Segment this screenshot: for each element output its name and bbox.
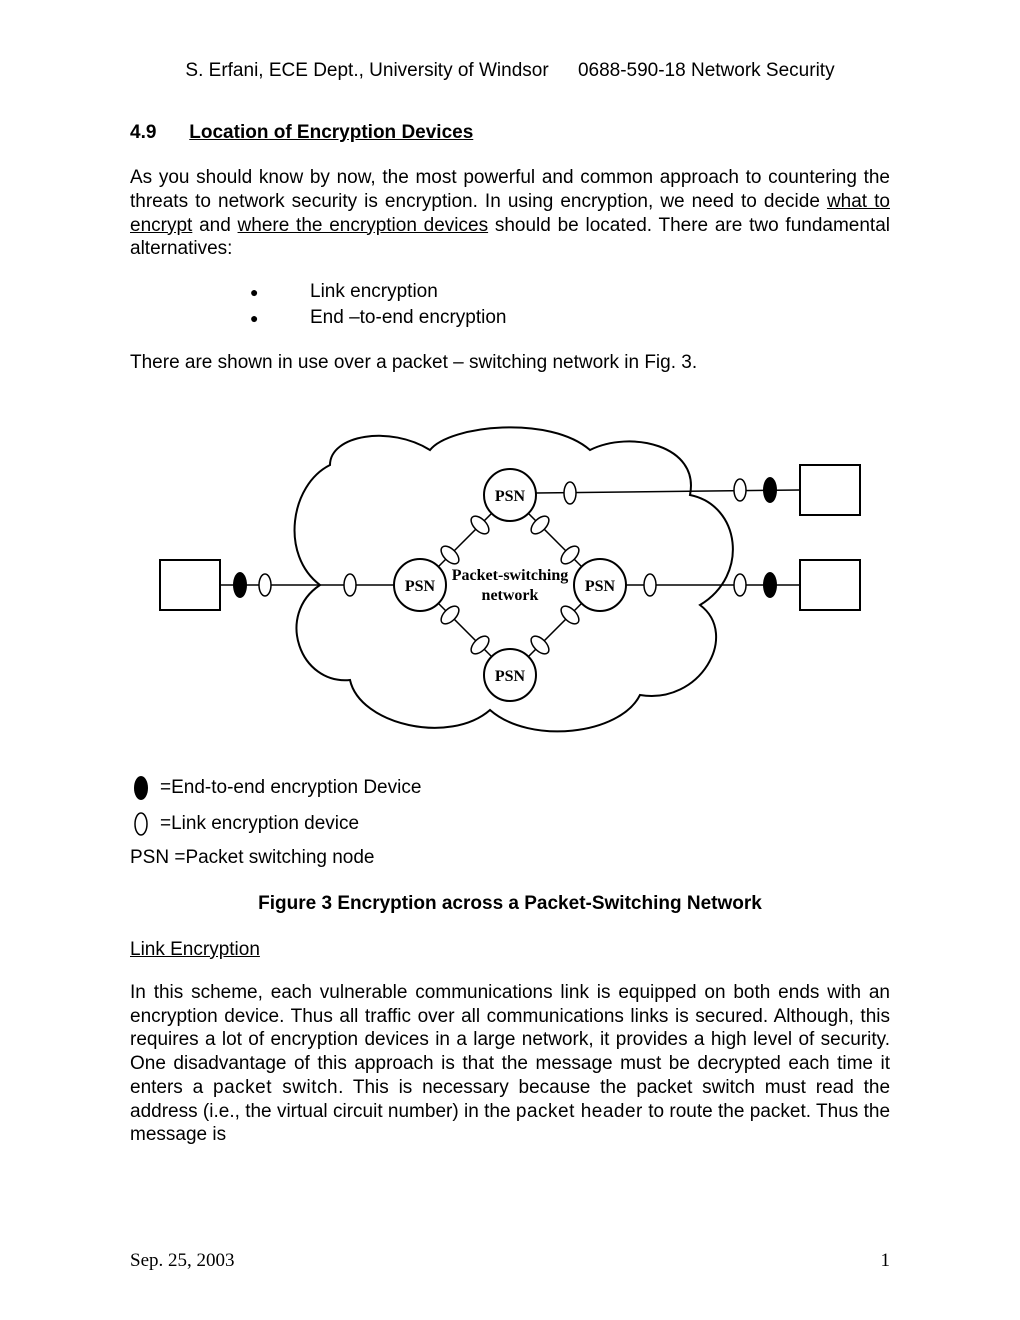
section-name: Location of Encryption Devices <box>189 122 473 143</box>
bullet-item: Link encryption <box>250 281 890 303</box>
link-device-icon <box>130 811 152 837</box>
network-diagram: PSN PSN PSN PSN Packet-switching network <box>130 405 890 765</box>
link-device-icon <box>259 574 271 596</box>
intro-paragraph: As you should know by now, the most powe… <box>130 166 890 261</box>
document-page: S. Erfani, ECE Dept., University of Wind… <box>0 0 1020 1320</box>
legend-text: =Link encryption device <box>160 813 359 835</box>
section-number: 4.9 <box>130 122 184 144</box>
figure-caption: Figure 3 Encryption across a Packet-Swit… <box>130 893 890 915</box>
page-footer: Sep. 25, 2003 1 <box>130 1250 890 1272</box>
mono-term: packet header <box>516 1101 643 1122</box>
host-box-top-right <box>800 465 860 515</box>
e2e-device-icon <box>763 572 777 598</box>
link-device-icon <box>644 574 656 596</box>
link-device-icon <box>734 574 746 596</box>
legend-row-e2e: =End-to-end encryption Device <box>130 775 890 801</box>
psn-label: PSN <box>495 668 526 685</box>
footer-date: Sep. 25, 2003 <box>130 1250 235 1272</box>
header-left: S. Erfani, ECE Dept., University of Wind… <box>185 60 548 81</box>
link-device-icon <box>344 574 356 596</box>
legend-text: =End-to-end encryption Device <box>160 777 421 799</box>
e2e-device-icon <box>763 477 777 503</box>
link-device-icon <box>564 482 576 504</box>
section-title: 4.9 Location of Encryption Devices <box>130 122 890 144</box>
center-label-1: Packet-switching <box>452 567 568 584</box>
e2e-device-icon <box>130 775 152 801</box>
underlined-text: where the encryption devices <box>238 215 489 236</box>
bullet-item: End –to-end encryption <box>250 307 890 329</box>
link-device-icon <box>734 479 746 501</box>
subsection-heading: Link Encryption <box>130 939 890 961</box>
legend-row-psn: PSN =Packet switching node <box>130 847 890 869</box>
link-encryption-paragraph: In this scheme, each vulnerable communic… <box>130 981 890 1147</box>
figure-legend: =End-to-end encryption Device =Link encr… <box>130 775 890 869</box>
psn-label: PSN <box>585 578 616 595</box>
center-label-2: network <box>482 587 539 604</box>
legend-text: PSN =Packet switching node <box>130 847 375 869</box>
footer-page-number: 1 <box>881 1250 891 1272</box>
bullet-list: Link encryption End –to-end encryption <box>250 281 890 329</box>
psn-label: PSN <box>495 488 526 505</box>
legend-row-link: =Link encryption device <box>130 811 890 837</box>
header-right: 0688-590-18 Network Security <box>578 60 835 81</box>
e2e-device-icon <box>233 572 247 598</box>
figure-ref-paragraph: There are shown in use over a packet – s… <box>130 351 890 375</box>
host-box-right <box>800 560 860 610</box>
psn-label: PSN <box>405 578 436 595</box>
host-box-left <box>160 560 220 610</box>
mono-term: packet switch <box>213 1077 338 1098</box>
para-text: and <box>192 215 237 236</box>
para-text: As you should know by now, the most powe… <box>130 167 890 212</box>
page-header: S. Erfani, ECE Dept., University of Wind… <box>130 60 890 82</box>
